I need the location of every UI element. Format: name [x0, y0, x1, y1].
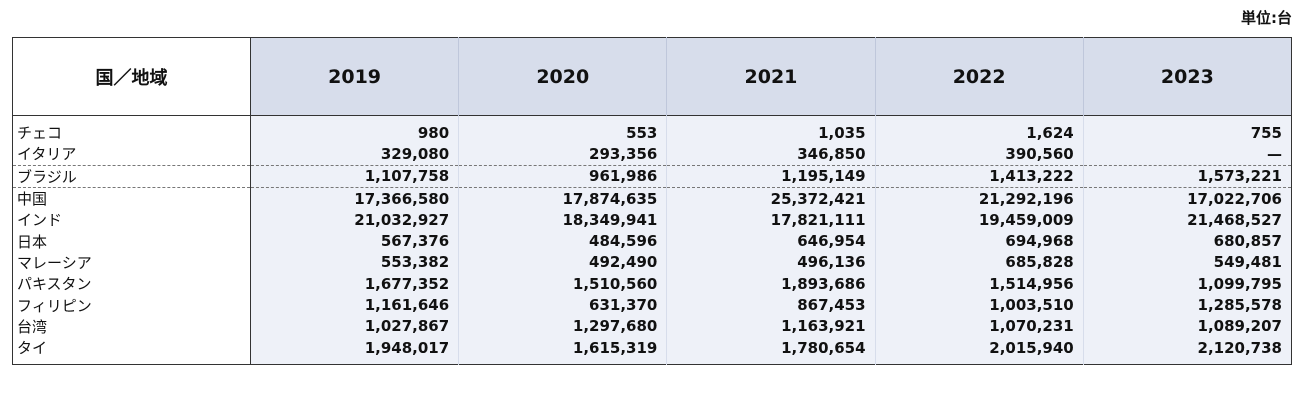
header-country-region: 国／地域 [12, 37, 251, 116]
value-cell: 21,292,196 [874, 186, 1084, 210]
table-row: マレーシア 553,382 492,490 496,136 685,828 549,481 [12, 251, 1292, 274]
country-name-cell: チェコ [12, 115, 251, 144]
value-cell: 1,413,222 [874, 164, 1084, 188]
table-row: 中国 17,366,580 17,874,635 25,372,421 21,292,1… [12, 186, 1292, 210]
country-name-cell: 日本 [12, 230, 251, 252]
header-year: 2023 [1082, 37, 1292, 116]
value-cell: 496,136 [666, 251, 876, 274]
value-cell: 980 [249, 115, 459, 144]
value-cell: 553,382 [249, 251, 459, 274]
country-name-cell: インド [12, 209, 251, 231]
country-name-cell: パキスタン [12, 273, 251, 295]
value-cell: 19,459,009 [874, 209, 1084, 231]
value-cell: 646,954 [666, 230, 876, 252]
value-cell: 685,828 [874, 251, 1084, 274]
value-cell: 1,163,921 [666, 315, 876, 337]
value-cell: 680,857 [1082, 230, 1292, 252]
table-row: フィリピン 1,161,646 631,370 867,453 1,003,510 1,2… [12, 294, 1292, 316]
table-row: パキスタン 1,677,352 1,510,560 1,893,686 1,514,95… [12, 273, 1292, 295]
header-year: 2020 [458, 37, 667, 116]
table-row: インド 21,032,927 18,349,941 17,821,111 19,459,… [12, 209, 1292, 231]
header-row: 国／地域 2019 2020 2021 2022 2023 [12, 37, 1292, 116]
header-year: 2022 [874, 37, 1084, 116]
value-cell: 18,349,941 [458, 209, 667, 231]
value-cell: 1,195,149 [666, 164, 876, 188]
value-cell: 1,003,510 [874, 294, 1084, 316]
value-cell: 694,968 [874, 230, 1084, 252]
value-cell: 390,560 [874, 143, 1084, 166]
value-cell: — [1082, 143, 1292, 166]
table-row: チェコ 980 553 1,035 1,624 755 [12, 115, 1292, 144]
value-cell: 961,986 [458, 164, 667, 188]
value-cell: 25,372,421 [666, 186, 876, 210]
country-name-cell: タイ [12, 336, 251, 365]
data-table: 国／地域 2019 2020 2021 2022 2023 チェコ 980 553 1… [12, 37, 1292, 366]
country-name-cell: 中国 [12, 186, 251, 210]
value-cell: 1,027,867 [249, 315, 459, 337]
country-name-cell: 台湾 [12, 315, 251, 337]
value-cell: 484,596 [458, 230, 667, 252]
value-cell: 1,035 [666, 115, 876, 144]
header-year: 2021 [666, 37, 876, 116]
value-cell: 21,032,927 [249, 209, 459, 231]
country-name-cell: フィリピン [12, 294, 251, 316]
value-cell: 1,677,352 [249, 273, 459, 295]
value-cell: 1,161,646 [249, 294, 459, 316]
country-name-cell: イタリア [12, 143, 251, 166]
value-cell: 1,780,654 [666, 336, 876, 365]
value-cell: 2,120,738 [1082, 336, 1292, 365]
value-cell: 755 [1082, 115, 1292, 144]
table-row: 日本 567,376 484,596 646,954 694,968 680,857 [12, 230, 1292, 252]
table-row: イタリア 329,080 293,356 346,850 390,560— [12, 143, 1292, 166]
header-year: 2019 [249, 37, 459, 116]
value-cell: 21,468,527 [1082, 209, 1292, 231]
table-row: 台湾 1,027,867 1,297,680 1,163,921 1,070,231 1,… [12, 315, 1292, 337]
value-cell: 17,366,580 [249, 186, 459, 210]
table-row: ブラジル 1,107,758 961,986 1,195,149 1,413,222 1,… [12, 164, 1292, 188]
unit-label: 単位:台 [1241, 9, 1292, 27]
value-cell: 1,893,686 [666, 273, 876, 295]
value-cell: 553 [458, 115, 667, 144]
table-row: タイ 1,948,017 1,615,319 1,780,654 2,015,940 2,… [12, 336, 1292, 365]
value-cell: 1,099,795 [1082, 273, 1292, 295]
value-cell: 293,356 [458, 143, 667, 166]
country-name-cell: マレーシア [12, 251, 251, 274]
value-cell: 631,370 [458, 294, 667, 316]
value-cell: 1,514,956 [874, 273, 1084, 295]
country-name-cell: ブラジル [12, 164, 251, 188]
table-body: チェコ 980 553 1,035 1,624 755 イタリア 329,080 293,356… [12, 115, 1292, 365]
value-cell: 17,022,706 [1082, 186, 1292, 210]
value-cell: 1,573,221 [1082, 164, 1292, 188]
value-cell: 1,624 [874, 115, 1084, 144]
value-cell: 549,481 [1082, 251, 1292, 274]
value-cell: 1,297,680 [458, 315, 667, 337]
value-cell: 1,107,758 [249, 164, 459, 188]
value-cell: 1,948,017 [249, 336, 459, 365]
value-cell: 867,453 [666, 294, 876, 316]
value-cell: 1,089,207 [1082, 315, 1292, 337]
value-cell: 567,376 [249, 230, 459, 252]
value-cell: 2,015,940 [874, 336, 1084, 365]
value-cell: 1,510,560 [458, 273, 667, 295]
value-cell: 1,070,231 [874, 315, 1084, 337]
value-cell: 346,850 [666, 143, 876, 166]
value-cell: 492,490 [458, 251, 667, 274]
value-cell: 17,874,635 [458, 186, 667, 210]
value-cell: 1,285,578 [1082, 294, 1292, 316]
value-cell: 329,080 [249, 143, 459, 166]
value-cell: 17,821,111 [666, 209, 876, 231]
value-cell: 1,615,319 [458, 336, 667, 365]
